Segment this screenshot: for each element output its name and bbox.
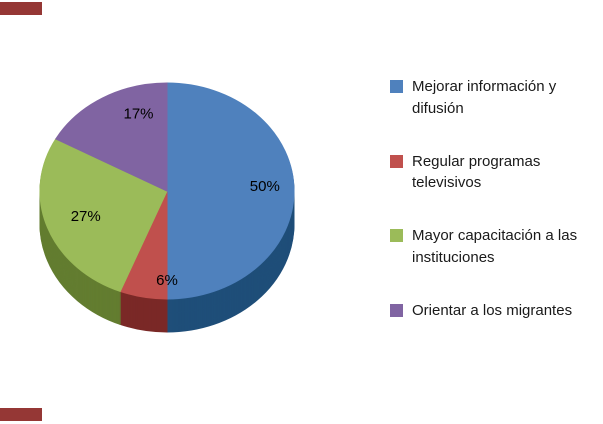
legend-label: Mejorar información y difusión	[412, 78, 557, 117]
legend-swatch	[390, 229, 403, 242]
clipped-red-bar-bottom-left	[0, 408, 42, 421]
legend-item: Orientar a los migrantes	[390, 300, 590, 322]
legend-item: Mejorar información y difusión	[390, 76, 590, 120]
legend: Mejorar información y difusión Regular pr…	[390, 76, 590, 321]
slice-percent-label: 50%	[250, 178, 280, 195]
legend-item: Mayor capacitación a las instituciones	[390, 225, 590, 269]
legend-item: Regular programas televisivos	[390, 151, 590, 195]
pie-slice	[166, 82, 295, 300]
legend-swatch	[390, 303, 403, 317]
slice-percent-label: 27%	[71, 208, 101, 225]
clipped-red-bar-top-left	[0, 2, 42, 15]
slice-percent-label: 6%	[156, 272, 178, 289]
pie-slice	[54, 82, 168, 192]
pie-slice	[39, 138, 168, 293]
legend-swatch	[390, 80, 403, 93]
legend-swatch	[390, 154, 403, 168]
legend-label: Orientar a los migrantes	[412, 301, 573, 319]
slice-percent-label: 17%	[123, 105, 153, 122]
legend-label: Mayor capacitación a las instituciones	[412, 227, 578, 266]
legend-label: Regular programas televisivos	[412, 152, 541, 192]
